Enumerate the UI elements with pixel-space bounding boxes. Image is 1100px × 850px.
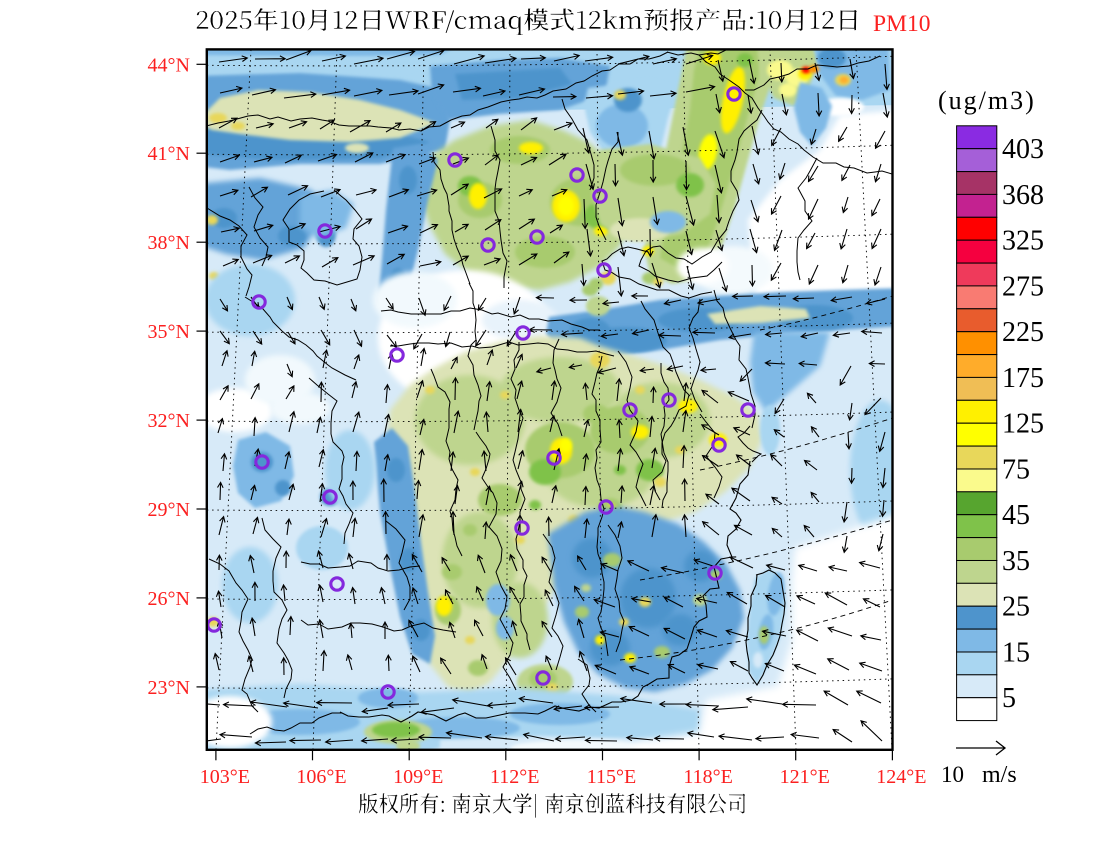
svg-text:(ug/m3): (ug/m3) <box>938 86 1036 115</box>
svg-text:41°N: 41°N <box>148 143 190 165</box>
svg-text:15: 15 <box>1002 638 1030 669</box>
svg-text:325: 325 <box>1002 226 1044 257</box>
svg-text:275: 275 <box>1002 271 1044 302</box>
svg-text:124°E: 124°E <box>876 766 926 788</box>
svg-text:125: 125 <box>1002 409 1044 440</box>
svg-text:118°E: 118°E <box>683 766 732 788</box>
svg-text:35: 35 <box>1002 546 1030 577</box>
svg-text:115°E: 115°E <box>587 766 636 788</box>
svg-text:112°E: 112°E <box>490 766 539 788</box>
svg-text:m/s: m/s <box>982 762 1017 788</box>
svg-text:75: 75 <box>1002 455 1030 486</box>
svg-text:26°N: 26°N <box>148 588 190 610</box>
svg-text:25: 25 <box>1002 592 1030 623</box>
svg-text:44°N: 44°N <box>148 54 190 76</box>
svg-text:23°N: 23°N <box>148 677 190 699</box>
svg-text:29°N: 29°N <box>148 499 190 521</box>
svg-text:32°N: 32°N <box>148 410 190 432</box>
svg-text:175: 175 <box>1002 363 1044 394</box>
svg-text:35°N: 35°N <box>148 321 190 343</box>
svg-text:403: 403 <box>1002 134 1044 165</box>
svg-text:121°E: 121°E <box>780 766 830 788</box>
svg-text:10: 10 <box>941 762 964 787</box>
svg-text:5: 5 <box>1002 683 1016 714</box>
svg-text:PM10: PM10 <box>873 11 930 37</box>
svg-text:38°N: 38°N <box>148 232 190 254</box>
svg-text:103°E: 103°E <box>200 766 250 788</box>
svg-text:106°E: 106°E <box>296 766 346 788</box>
svg-text:368: 368 <box>1002 180 1044 211</box>
svg-text:45: 45 <box>1002 500 1030 531</box>
svg-text:109°E: 109°E <box>393 766 443 788</box>
svg-text:225: 225 <box>1002 317 1044 348</box>
